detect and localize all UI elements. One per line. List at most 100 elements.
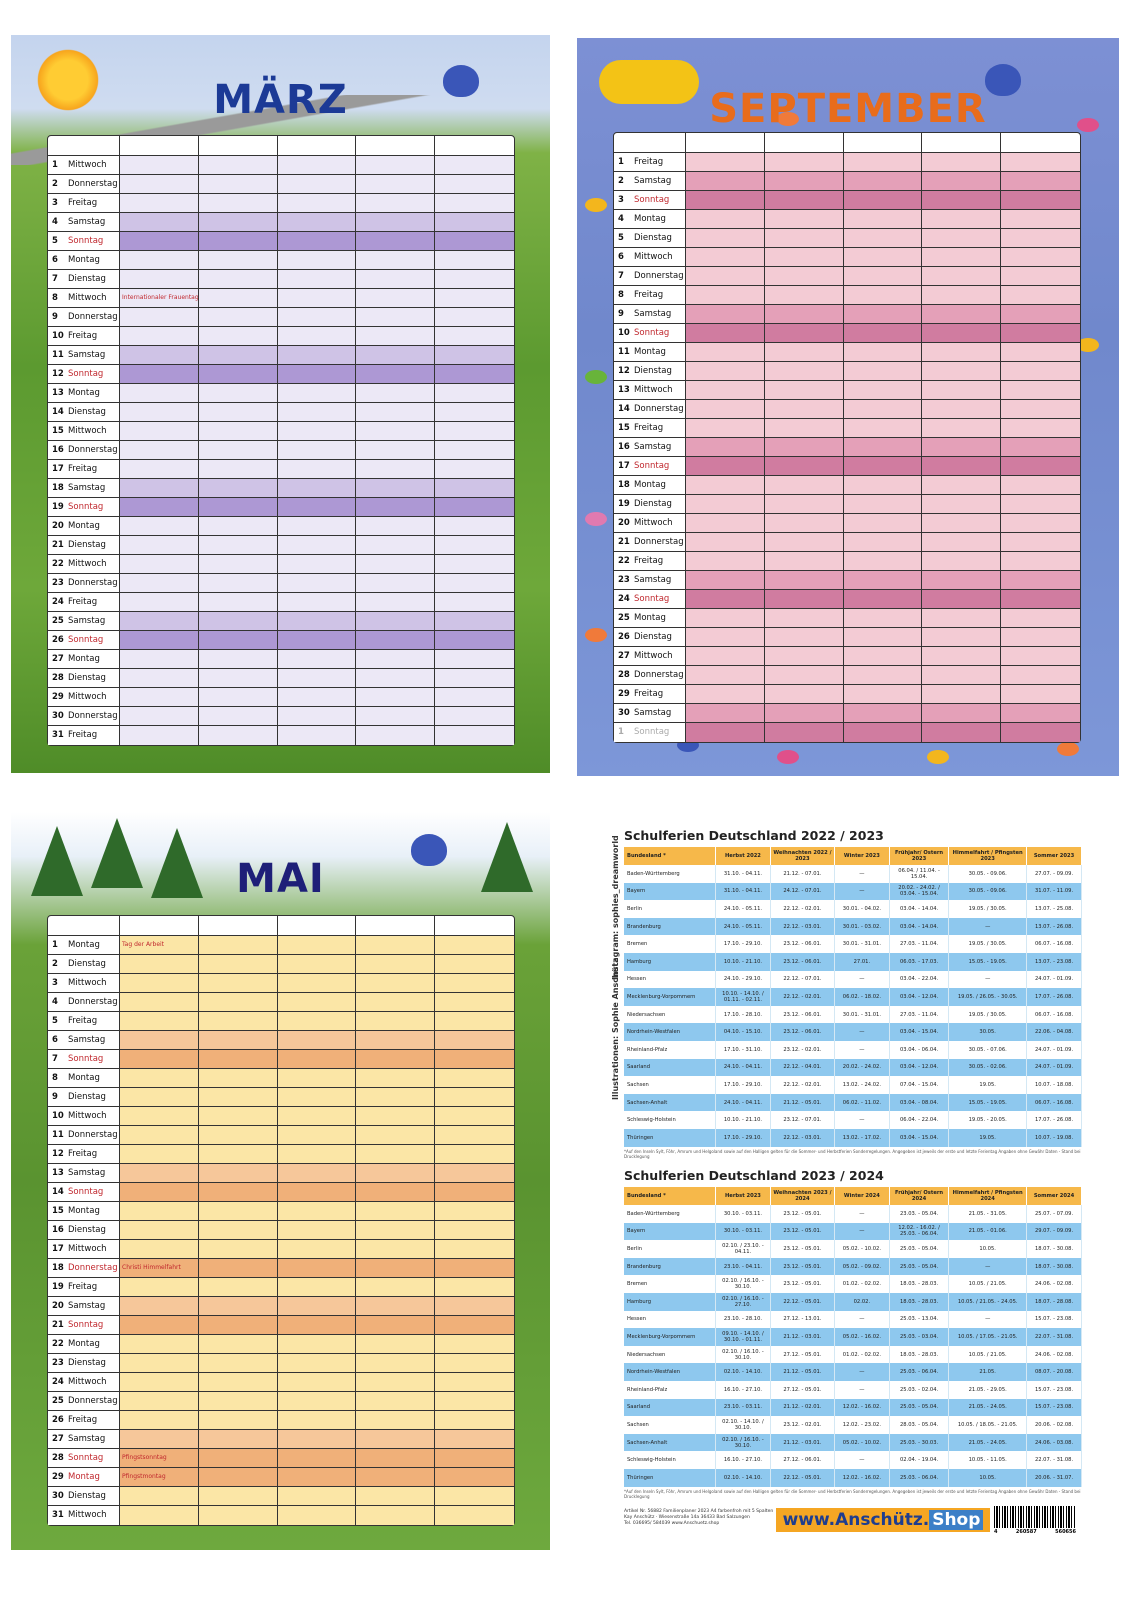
entry-cell[interactable] bbox=[120, 1069, 199, 1087]
entry-cell[interactable] bbox=[120, 517, 199, 535]
entry-cell[interactable] bbox=[120, 593, 199, 611]
entry-cell[interactable] bbox=[277, 384, 357, 402]
entry-cell[interactable] bbox=[198, 156, 278, 174]
entry-cell[interactable] bbox=[843, 400, 923, 418]
entry-cell[interactable] bbox=[277, 194, 357, 212]
entry-cell[interactable] bbox=[198, 1487, 278, 1505]
entry-cell[interactable] bbox=[198, 1297, 278, 1315]
entry-cell[interactable] bbox=[356, 726, 436, 745]
entry-cell[interactable] bbox=[120, 1183, 199, 1201]
entry-cell[interactable] bbox=[277, 974, 357, 992]
entry-cell[interactable] bbox=[435, 1240, 514, 1258]
entry-cell[interactable] bbox=[1001, 248, 1080, 266]
entry-cell[interactable] bbox=[356, 936, 436, 954]
entry-cell[interactable] bbox=[277, 1259, 357, 1277]
entry-cell[interactable] bbox=[198, 1278, 278, 1296]
entry-cell[interactable] bbox=[922, 495, 1002, 513]
entry-cell[interactable] bbox=[356, 1487, 436, 1505]
entry-cell[interactable] bbox=[686, 286, 765, 304]
entry-cell[interactable] bbox=[277, 536, 357, 554]
entry-cell[interactable] bbox=[198, 289, 278, 307]
entry-cell[interactable] bbox=[198, 1392, 278, 1410]
entry-cell[interactable] bbox=[120, 1050, 199, 1068]
entry-cell[interactable] bbox=[198, 308, 278, 326]
entry-cell[interactable] bbox=[198, 1126, 278, 1144]
entry-cell[interactable] bbox=[843, 343, 923, 361]
entry-cell[interactable] bbox=[198, 1259, 278, 1277]
entry-cell[interactable] bbox=[198, 270, 278, 288]
entry-cell[interactable] bbox=[435, 251, 514, 269]
entry-cell[interactable] bbox=[277, 251, 357, 269]
entry-cell[interactable] bbox=[277, 1373, 357, 1391]
entry-cell[interactable] bbox=[277, 1316, 357, 1334]
entry-cell[interactable] bbox=[922, 362, 1002, 380]
entry-cell[interactable] bbox=[198, 384, 278, 402]
entry-cell[interactable] bbox=[198, 669, 278, 687]
entry-cell[interactable] bbox=[843, 305, 923, 323]
entry-cell[interactable] bbox=[198, 1506, 278, 1525]
entry-cell[interactable] bbox=[356, 1335, 436, 1353]
entry-cell[interactable] bbox=[198, 726, 278, 745]
entry-cell[interactable] bbox=[277, 479, 357, 497]
entry-cell[interactable] bbox=[356, 1468, 436, 1486]
entry-cell[interactable] bbox=[120, 270, 199, 288]
entry-cell[interactable] bbox=[120, 1411, 199, 1429]
entry-cell[interactable] bbox=[435, 612, 514, 630]
entry-cell[interactable] bbox=[435, 1221, 514, 1239]
entry-cell[interactable] bbox=[356, 308, 436, 326]
entry-cell[interactable] bbox=[764, 343, 844, 361]
entry-cell[interactable] bbox=[435, 574, 514, 592]
entry-cell[interactable] bbox=[277, 1221, 357, 1239]
entry-cell[interactable] bbox=[435, 1411, 514, 1429]
entry-cell[interactable] bbox=[198, 1012, 278, 1030]
entry-cell[interactable] bbox=[1001, 305, 1080, 323]
entry-cell[interactable] bbox=[120, 213, 199, 231]
entry-cell[interactable] bbox=[843, 229, 923, 247]
entry-cell[interactable] bbox=[435, 650, 514, 668]
entry-cell[interactable] bbox=[356, 1107, 436, 1125]
entry-cell[interactable] bbox=[843, 248, 923, 266]
entry-cell[interactable] bbox=[435, 1126, 514, 1144]
entry-cell[interactable] bbox=[764, 400, 844, 418]
entry-cell[interactable] bbox=[120, 1297, 199, 1315]
entry-cell[interactable] bbox=[356, 1449, 436, 1467]
entry-cell[interactable] bbox=[843, 533, 923, 551]
holiday-note[interactable]: Tag der Arbeit bbox=[120, 936, 199, 954]
entry-cell[interactable] bbox=[198, 1202, 278, 1220]
entry-cell[interactable] bbox=[198, 175, 278, 193]
entry-cell[interactable] bbox=[1001, 153, 1080, 171]
entry-cell[interactable] bbox=[686, 628, 765, 646]
entry-cell[interactable] bbox=[764, 552, 844, 570]
entry-cell[interactable] bbox=[198, 1316, 278, 1334]
entry-cell[interactable] bbox=[356, 1145, 436, 1163]
entry-cell[interactable] bbox=[435, 631, 514, 649]
entry-cell[interactable] bbox=[120, 1278, 199, 1296]
entry-cell[interactable] bbox=[764, 248, 844, 266]
entry-cell[interactable] bbox=[120, 1107, 199, 1125]
entry-cell[interactable] bbox=[922, 419, 1002, 437]
entry-cell[interactable] bbox=[922, 685, 1002, 703]
entry-cell[interactable] bbox=[435, 726, 514, 745]
entry-cell[interactable] bbox=[277, 555, 357, 573]
entry-cell[interactable] bbox=[277, 993, 357, 1011]
entry-cell[interactable] bbox=[120, 1316, 199, 1334]
entry-cell[interactable] bbox=[922, 324, 1002, 342]
entry-cell[interactable] bbox=[356, 1430, 436, 1448]
entry-cell[interactable] bbox=[198, 403, 278, 421]
entry-cell[interactable] bbox=[435, 593, 514, 611]
entry-cell[interactable] bbox=[198, 1373, 278, 1391]
entry-cell[interactable] bbox=[198, 1145, 278, 1163]
entry-cell[interactable] bbox=[764, 210, 844, 228]
entry-cell[interactable] bbox=[843, 457, 923, 475]
entry-cell[interactable] bbox=[120, 156, 199, 174]
entry-cell[interactable] bbox=[277, 1107, 357, 1125]
entry-cell[interactable] bbox=[277, 441, 357, 459]
entry-cell[interactable] bbox=[198, 688, 278, 706]
entry-cell[interactable] bbox=[435, 993, 514, 1011]
entry-cell[interactable] bbox=[1001, 647, 1080, 665]
entry-cell[interactable] bbox=[686, 191, 765, 209]
entry-cell[interactable] bbox=[435, 270, 514, 288]
entry-cell[interactable] bbox=[120, 460, 199, 478]
entry-cell[interactable] bbox=[435, 1107, 514, 1125]
entry-cell[interactable] bbox=[1001, 267, 1080, 285]
